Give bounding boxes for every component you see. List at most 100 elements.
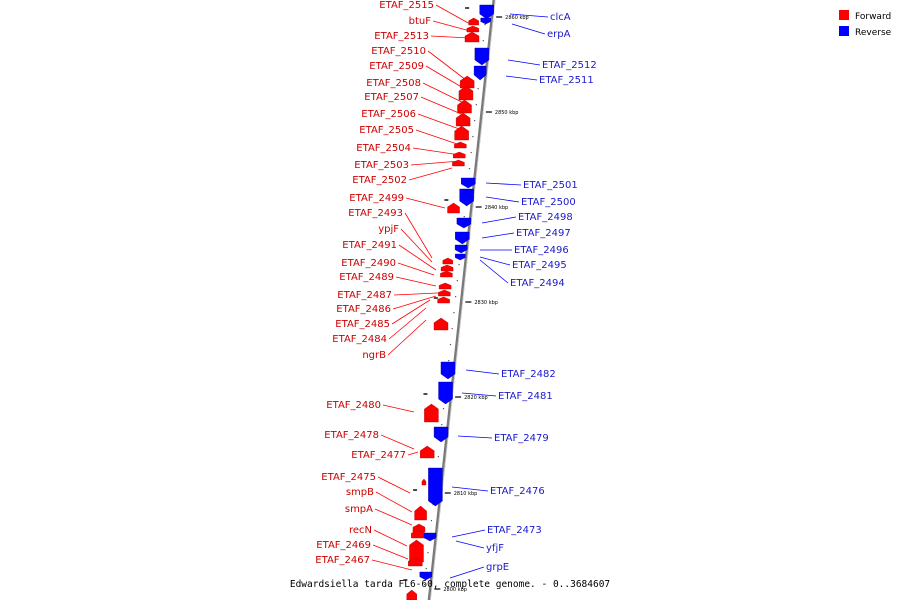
label-layer: ETAF_2515 btuF ETAF_2513 ETAF_2510 ETAF_2509… [315, 0, 597, 579]
reverse-gene-label: ETAF_2476 [490, 486, 545, 497]
forward-gene-label: recN [349, 525, 372, 536]
forward-gene-shape [468, 17, 479, 26]
backbone-dot [425, 568, 427, 570]
forward-leader-line [412, 147, 461, 156]
forward-gene-label: ETAF_2475 [321, 472, 376, 483]
tick-label: 2830 kbp [474, 300, 498, 306]
forward-gene-label: ETAF_2504 [356, 143, 411, 154]
backbone-dot [458, 264, 460, 266]
reverse-gene-label: ETAF_2511 [539, 75, 594, 86]
forward-leader-line [387, 319, 427, 356]
forward-gene-shape [440, 264, 454, 272]
forward-leader-line [417, 113, 463, 131]
forward-leader-line [392, 295, 437, 310]
forward-leader-line [372, 544, 409, 560]
forward-gene-label: ETAF_2493 [348, 208, 403, 219]
forward-leader-line [382, 404, 415, 413]
reverse-gene-label: ETAF_2495 [512, 260, 567, 271]
reverse-gene-shape [456, 217, 472, 229]
forward-leader-line [435, 4, 471, 25]
forward-leader-line [430, 35, 471, 39]
tick-label: 2820 kbp [464, 395, 488, 401]
reverse-leader-line [481, 216, 517, 224]
forward-gene-label: ETAF_2502 [352, 175, 407, 186]
forward-gene-label: ETAF_2469 [316, 540, 371, 551]
forward-leader-line [373, 529, 408, 547]
reverse-gene-label: ETAF_2497 [516, 228, 571, 239]
forward-gene-shape [442, 257, 454, 265]
reverse-gene-shape [474, 47, 490, 66]
backbone-dot [456, 280, 458, 282]
backbone-dot [430, 520, 433, 522]
forward-gene-label: ETAF_2506 [361, 109, 416, 120]
reverse-gene-shape [455, 253, 466, 261]
forward-gene-label: ypjF [378, 224, 399, 235]
forward-gene-shape [440, 270, 453, 278]
forward-leader-line [432, 20, 471, 32]
reverse-leader-line [479, 259, 509, 284]
forward-gene-shape [419, 445, 435, 459]
forward-gene-label: ETAF_2491 [342, 240, 397, 251]
backbone-dot [482, 40, 484, 42]
reverse-gene-shape [480, 17, 491, 25]
reverse-gene-label: ETAF_2481 [498, 391, 553, 402]
tick-label: 2810 kbp [454, 491, 478, 497]
forward-gene-label: ETAF_2510 [371, 46, 426, 57]
forward-leader-line [371, 559, 413, 571]
forward-gene-shape [409, 539, 424, 563]
forward-gene-shape [457, 99, 472, 114]
reverse-gene-shape [454, 244, 468, 254]
forward-leader-line [408, 167, 453, 181]
forward-leader-line [407, 451, 419, 456]
forward-leader-line [410, 160, 461, 166]
forward-leader-line [420, 96, 467, 117]
forward-leader-line [391, 299, 431, 325]
forward-leader-line [377, 476, 411, 494]
backbone-dot [472, 136, 474, 138]
reverse-leader-line [511, 23, 546, 35]
backbone-dot [463, 216, 465, 218]
forward-gene-label: ETAF_2478 [324, 430, 379, 441]
forward-gene-label: ETAF_2489 [339, 272, 394, 283]
forward-gene-shape [466, 25, 480, 33]
forward-gene-shape [408, 557, 423, 567]
reverse-gene-shape [473, 65, 487, 81]
reverse-gene-shape [428, 467, 443, 507]
reverse-gene-shape [433, 426, 449, 443]
forward-gene-shape [455, 112, 471, 127]
backbone-dot [470, 152, 472, 154]
forward-gene-label: ETAF_2499 [349, 193, 404, 204]
backbone-dot [453, 312, 455, 314]
reverse-leader-line [479, 256, 511, 266]
reverse-leader-line [505, 75, 538, 81]
backbone-dot [455, 296, 457, 298]
reverse-gene-shape [479, 4, 494, 20]
backbone-dot [475, 104, 477, 106]
forward-gene-label: ETAF_2513 [374, 31, 429, 42]
reverse-gene-shape [423, 532, 437, 542]
reverse-leader-line [451, 529, 486, 538]
legend-reverse-swatch [839, 26, 849, 36]
forward-leader-line [388, 307, 427, 340]
forward-leader-line [374, 508, 413, 526]
reverse-gene-label: yfjF [486, 543, 504, 554]
forward-gene-label: ETAF_2505 [359, 125, 414, 136]
forward-gene-label: ngrB [362, 350, 386, 361]
forward-gene-shape [412, 523, 426, 533]
reverse-gene-shape [459, 188, 474, 207]
forward-gene-shape [421, 478, 427, 486]
forward-gene-label: ETAF_2485 [335, 319, 390, 330]
reverse-leader-line [455, 540, 485, 549]
forward-gene-shape [454, 141, 467, 149]
backbone-dot [468, 168, 471, 170]
reverse-gene-label: erpA [547, 29, 571, 40]
forward-gene-label: ETAF_2480 [326, 400, 381, 411]
forward-leader-line [415, 129, 461, 146]
forward-gene-shape [464, 31, 480, 43]
forward-gene-label: ETAF_2515 [379, 0, 434, 11]
backbone-dot [442, 408, 445, 410]
tick-label: 2840 kbp [485, 205, 509, 211]
forward-gene-label: ETAF_2503 [354, 160, 409, 171]
forward-gene-shape [438, 289, 451, 297]
legend: Forward Reverse [839, 10, 892, 38]
